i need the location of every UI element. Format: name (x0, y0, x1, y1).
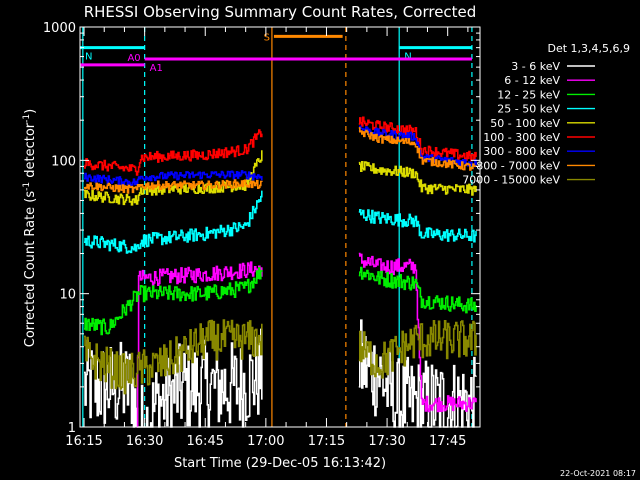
legend-label-7: 300 - 800 keV (483, 145, 560, 158)
series-line-3-pre (84, 267, 263, 336)
series-4 (84, 190, 477, 254)
x-tick-label: 16:15 (65, 434, 102, 449)
legend-label-8: 800 - 7000 keV (476, 159, 560, 172)
x-tick-label: 16:45 (187, 434, 224, 449)
annotation-label-4: A1 (150, 63, 163, 74)
series-line-4-post (358, 209, 477, 243)
series-line-9-post (358, 320, 477, 379)
annotation-label-5: S (264, 32, 270, 43)
series-line-9-pre (84, 319, 263, 395)
legend-label-1: 3 - 6 keV (511, 60, 560, 73)
legend-label-3: 12 - 25 keV (497, 88, 560, 101)
annotation-label-3: A0 (127, 53, 140, 64)
legend-title: Det 1,3,4,5,6,9 (547, 42, 630, 55)
x-tick-label: 17:00 (247, 434, 284, 449)
y-tick-label: 1 (68, 421, 76, 436)
y-tick-label: 100 (51, 154, 76, 169)
plot-frame (79, 26, 481, 428)
series-3 (84, 266, 477, 336)
series-line-3-post (358, 266, 477, 314)
x-tick-label: 17:45 (429, 434, 466, 449)
series-line-7-pre (84, 170, 263, 187)
series-line-8-post (358, 127, 477, 171)
series-line-5-post (358, 161, 477, 196)
annotation-label-2: N (404, 52, 411, 63)
legend-label-2: 6 - 12 keV (504, 74, 560, 87)
y-tick-label: 10 (59, 288, 76, 303)
series-line-2-post (358, 252, 477, 413)
y-tick-label: 1000 (43, 21, 76, 36)
legend-label-5: 50 - 100 keV (490, 117, 560, 130)
x-tick-label: 17:15 (308, 434, 345, 449)
series-2 (136, 252, 477, 428)
x-tick-label: 17:30 (368, 434, 405, 449)
annotation-label-1: N (85, 52, 92, 63)
x-tick-label: 16:30 (126, 434, 163, 449)
series-line-6-pre (84, 129, 263, 176)
series-line-1-pre (84, 328, 263, 428)
y-axis-label: Corrected Count Rate (s-1 detector-1) (22, 109, 38, 347)
series-9 (84, 319, 477, 395)
series-line-2-pre (136, 261, 263, 428)
legend-label-4: 25 - 50 keV (497, 103, 560, 116)
legend-label-9: 7000 - 15000 keV (462, 174, 560, 187)
series-line-4-pre (84, 190, 263, 254)
x-axis-label: Start Time (29-Dec-05 16:13:42) (174, 456, 386, 471)
series-line-8-pre (84, 179, 263, 194)
series-5 (84, 150, 477, 206)
series-line-5-pre (84, 150, 263, 206)
series-7 (84, 125, 477, 187)
legend-label-6: 100 - 300 keV (483, 131, 560, 144)
chart-title: RHESSI Observing Summary Count Rates, Co… (84, 3, 477, 21)
footer-date: 22-Oct-2021 08:17 (560, 469, 636, 478)
plot-area: N N A0 A1 S (80, 27, 477, 428)
series-8 (84, 127, 477, 194)
axes: 1 10 100 1000 16:15 16:30 16:45 17:00 17:15 17:30… (43, 21, 481, 449)
series-line-7-post (358, 125, 477, 168)
